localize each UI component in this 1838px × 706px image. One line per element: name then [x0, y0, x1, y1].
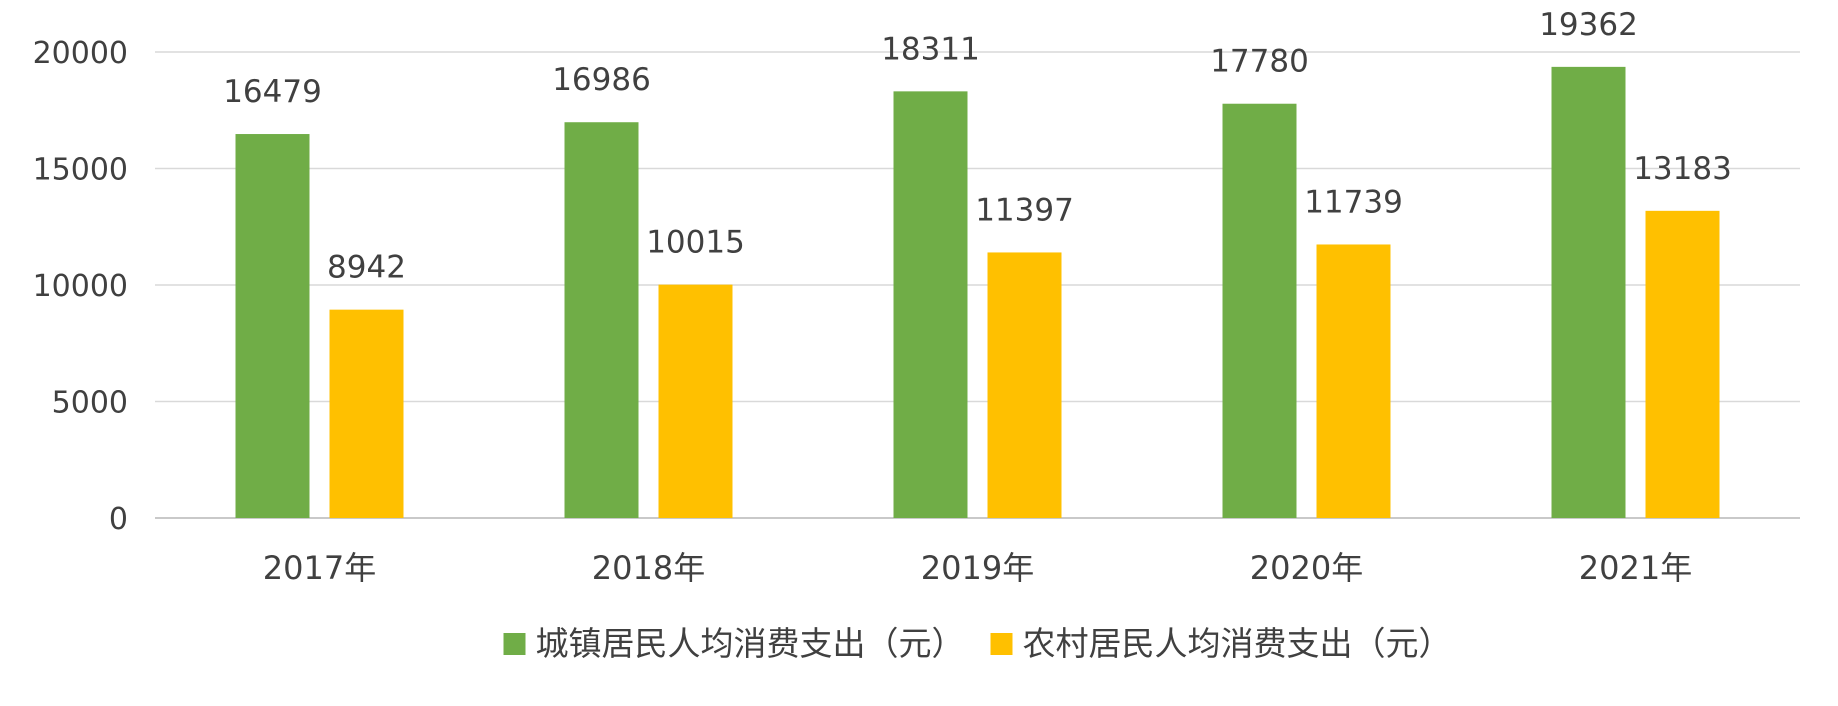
y-tick-label: 0	[109, 502, 128, 537]
data-labels: 16479 8942 16986 10015 18311 11397 17780 11739 1…	[223, 7, 1732, 286]
gridlines	[155, 51, 1800, 519]
bar-series-1-1	[658, 284, 733, 518]
data-label: 19362	[1539, 7, 1638, 43]
data-label: 17780	[1210, 44, 1309, 80]
legend: 城镇居民人均消费支出（元） 农村居民人均消费支出（元）	[503, 624, 1452, 663]
data-label: 8942	[327, 250, 406, 286]
y-tick-label: 15000	[33, 153, 128, 188]
bar-series-0-2	[893, 91, 968, 518]
data-label: 13183	[1633, 151, 1732, 187]
data-label: 18311	[881, 31, 980, 67]
bar-series-1-3	[1316, 244, 1391, 518]
bar-series-0-4	[1551, 66, 1626, 518]
bar-series-1-2	[987, 252, 1062, 519]
bar-series-1-0	[329, 309, 404, 518]
bar-series-0-3	[1222, 103, 1297, 518]
y-axis-tick-labels: 0 5000 10000 15000 20000	[33, 36, 128, 537]
x-category-label: 2018年	[592, 549, 705, 587]
x-axis-category-labels: 2017年 2018年 2019年 2020年 2021年	[263, 549, 1692, 587]
data-label: 11739	[1304, 184, 1403, 220]
y-tick-label: 5000	[52, 386, 128, 421]
y-tick-label: 20000	[33, 36, 128, 71]
legend-swatch	[503, 633, 526, 655]
bar-series-0-0	[235, 134, 310, 518]
y-tick-label: 10000	[33, 269, 128, 304]
x-category-label: 2020年	[1250, 549, 1363, 587]
legend-label: 农村居民人均消费支出（元）	[1023, 624, 1452, 663]
x-category-label: 2017年	[263, 549, 376, 587]
x-category-label: 2021年	[1579, 549, 1692, 587]
data-label: 10015	[646, 225, 745, 261]
x-category-label: 2019年	[921, 549, 1034, 587]
data-label: 11397	[975, 192, 1074, 228]
bars	[235, 66, 1720, 519]
data-label: 16479	[223, 74, 322, 110]
bar-series-1-4	[1645, 210, 1720, 518]
bar-series-0-1	[564, 122, 639, 518]
legend-label: 城镇居民人均消费支出（元）	[536, 624, 965, 663]
data-label: 16986	[552, 62, 651, 98]
legend-swatch	[990, 633, 1013, 655]
